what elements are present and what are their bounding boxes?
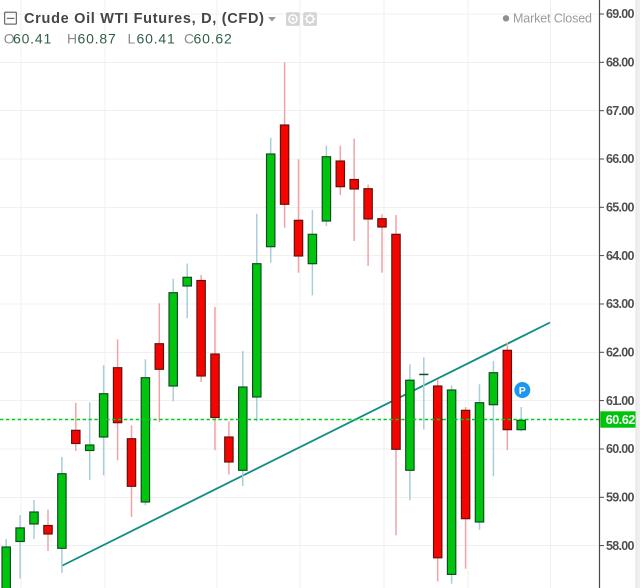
svg-text:65.00: 65.00 (606, 201, 635, 215)
svg-text:62.00: 62.00 (606, 346, 635, 360)
svg-text:60.41: 60.41 (137, 31, 176, 47)
svg-text:60.41: 60.41 (13, 31, 52, 47)
svg-text:H: H (67, 31, 78, 47)
svg-text:60.62: 60.62 (606, 413, 636, 427)
svg-text:60.62: 60.62 (194, 31, 233, 47)
svg-text:59.00: 59.00 (606, 491, 635, 505)
svg-text:64.00: 64.00 (606, 249, 635, 263)
svg-text:67.00: 67.00 (606, 104, 635, 118)
svg-text:66.00: 66.00 (606, 152, 635, 166)
svg-text:C: C (184, 31, 195, 47)
svg-text:63.00: 63.00 (606, 297, 635, 311)
svg-text:60.87: 60.87 (78, 31, 117, 47)
svg-text:P: P (519, 385, 526, 397)
svg-text:O: O (4, 31, 16, 47)
svg-text:69.00: 69.00 (606, 7, 635, 21)
svg-text:Market Closed: Market Closed (513, 12, 592, 26)
svg-text:61.00: 61.00 (606, 394, 635, 408)
svg-text:58.00: 58.00 (606, 539, 635, 553)
svg-text:L: L (128, 31, 137, 47)
svg-text:68.00: 68.00 (606, 56, 635, 70)
svg-text:Crude Oil WTI Futures, D, (CFD: Crude Oil WTI Futures, D, (CFD) (24, 11, 264, 27)
svg-text:60.00: 60.00 (606, 442, 635, 456)
